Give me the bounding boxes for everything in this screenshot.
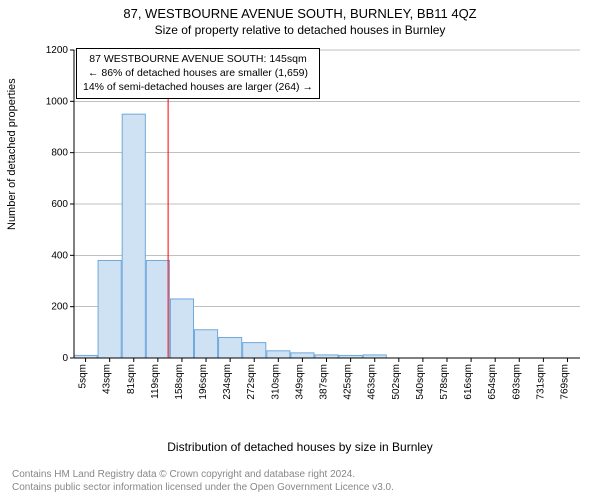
svg-text:119sqm: 119sqm	[150, 364, 161, 399]
svg-text:654sqm: 654sqm	[487, 364, 498, 400]
svg-text:5sqm: 5sqm	[78, 364, 89, 388]
x-axis-label: Distribution of detached houses by size …	[0, 440, 600, 454]
svg-text:616sqm: 616sqm	[463, 364, 474, 400]
svg-text:578sqm: 578sqm	[439, 364, 450, 400]
svg-text:540sqm: 540sqm	[415, 364, 426, 400]
footer-line-1: Contains HM Land Registry data © Crown c…	[12, 468, 394, 481]
svg-text:310sqm: 310sqm	[270, 364, 281, 400]
y-axis-label: Number of detached properties	[6, 78, 18, 230]
info-line-3: 14% of semi-detached houses are larger (…	[83, 80, 313, 94]
svg-text:158sqm: 158sqm	[174, 364, 185, 400]
info-line-1: 87 WESTBOURNE AVENUE SOUTH: 145sqm	[83, 52, 313, 66]
svg-text:1000: 1000	[46, 96, 69, 107]
svg-text:234sqm: 234sqm	[222, 364, 233, 400]
svg-text:1200: 1200	[46, 45, 69, 56]
info-box: 87 WESTBOURNE AVENUE SOUTH: 145sqm ← 86%…	[76, 48, 320, 99]
svg-text:463sqm: 463sqm	[367, 364, 378, 400]
svg-text:400: 400	[51, 250, 68, 261]
info-line-2: ← 86% of detached houses are smaller (1,…	[83, 66, 313, 80]
footer-attribution: Contains HM Land Registry data © Crown c…	[12, 468, 394, 494]
svg-text:196sqm: 196sqm	[198, 364, 209, 400]
svg-text:600: 600	[51, 199, 68, 210]
svg-text:425sqm: 425sqm	[343, 364, 354, 400]
svg-text:200: 200	[51, 302, 68, 313]
svg-text:800: 800	[51, 148, 68, 159]
page-title: 87, WESTBOURNE AVENUE SOUTH, BURNLEY, BB…	[0, 0, 600, 21]
svg-text:387sqm: 387sqm	[319, 364, 330, 400]
chart-container: 0 200 400 600 800 1000 1200 5sqm 43sqm 81sqm 119sq…	[40, 44, 590, 414]
svg-text:349sqm: 349sqm	[294, 364, 305, 400]
svg-text:0: 0	[62, 353, 68, 364]
histogram-chart: 0 200 400 600 800 1000 1200 5sqm 43sqm 81sqm 119sq…	[40, 44, 590, 414]
svg-text:769sqm: 769sqm	[559, 364, 570, 400]
svg-text:731sqm: 731sqm	[535, 364, 546, 400]
svg-text:502sqm: 502sqm	[391, 364, 402, 400]
footer-line-2: Contains public sector information licen…	[12, 481, 394, 494]
svg-text:272sqm: 272sqm	[246, 364, 257, 400]
svg-text:693sqm: 693sqm	[511, 364, 522, 400]
svg-text:43sqm: 43sqm	[102, 364, 113, 394]
svg-text:81sqm: 81sqm	[126, 364, 137, 394]
page-subtitle: Size of property relative to detached ho…	[0, 21, 600, 37]
